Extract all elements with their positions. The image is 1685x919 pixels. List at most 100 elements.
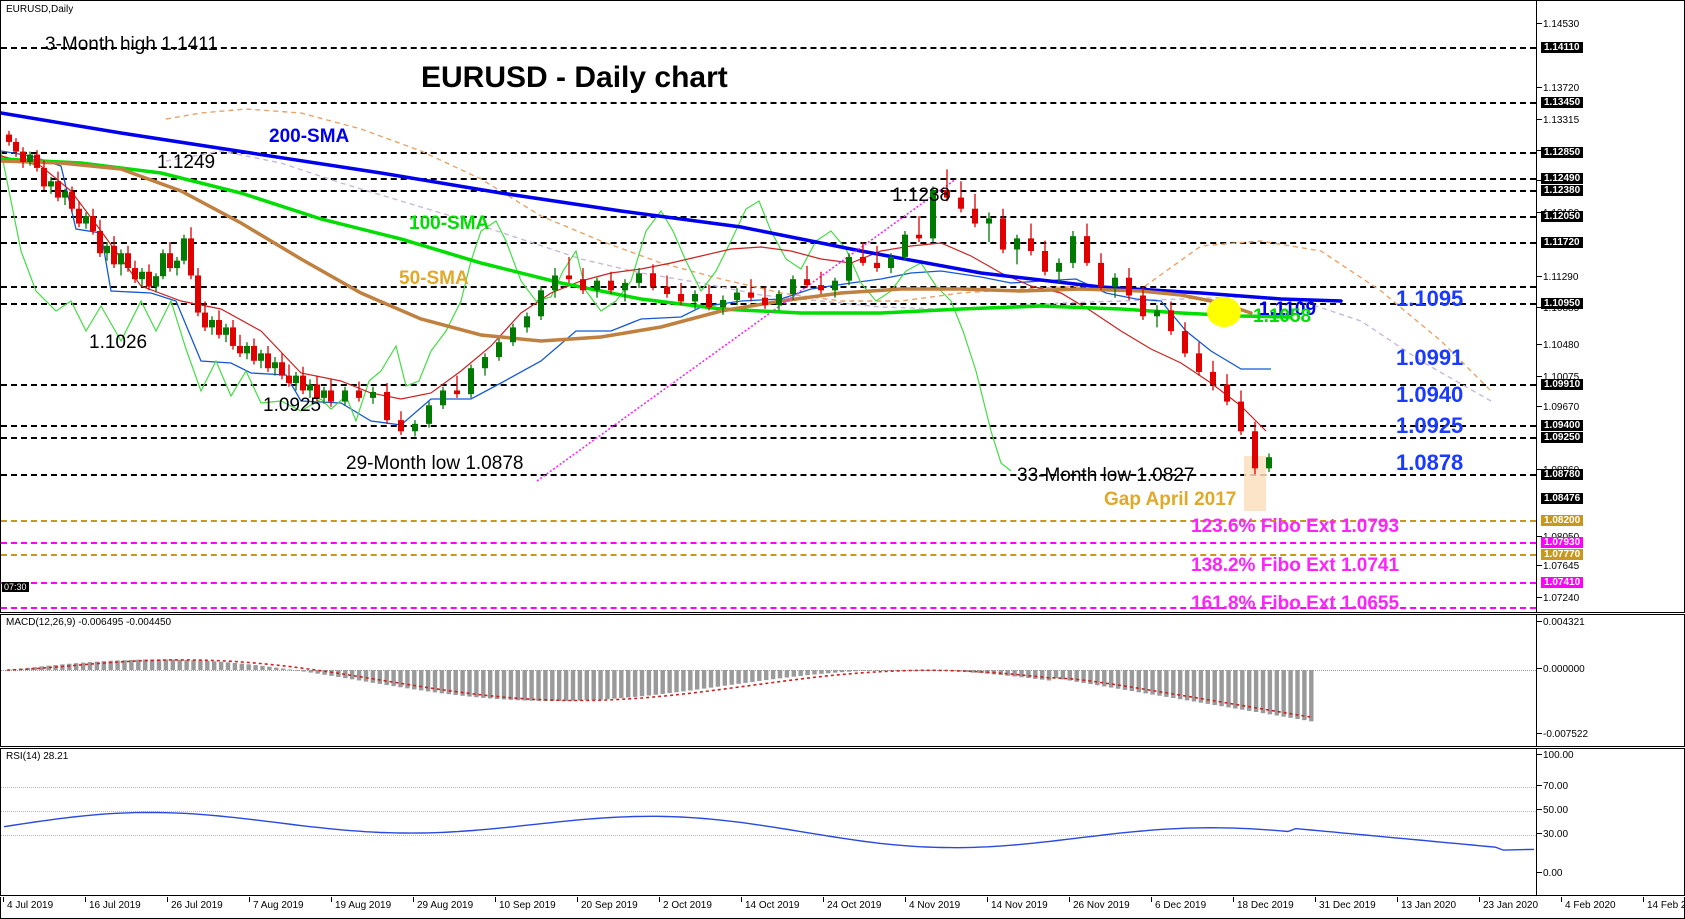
macd-bar: [5, 670, 10, 671]
macd-bar: [639, 670, 645, 697]
candle-body: [678, 294, 684, 302]
level-line: [1, 474, 1536, 476]
macd-bar: [1150, 670, 1155, 695]
candle-body: [230, 327, 236, 346]
candle-body: [300, 375, 306, 391]
candle-body: [636, 273, 642, 283]
sma200-label: 200-SMA: [269, 126, 350, 147]
candle-body: [412, 423, 418, 432]
macd-bar: [350, 670, 355, 680]
macd-axis-tick: 0.004321: [1537, 618, 1585, 628]
candle-body: [146, 271, 152, 287]
macd-bar: [584, 670, 589, 701]
candle-body: [76, 208, 82, 224]
macd-bar: [667, 670, 672, 694]
level-1-1109: 1.1109: [1259, 299, 1317, 320]
candle-body: [13, 141, 19, 152]
macd-bar: [501, 670, 507, 700]
macd-bar: [1219, 670, 1224, 707]
axis-tick-highlight: 1.12050: [1541, 211, 1584, 222]
candle-body: [118, 253, 124, 265]
macd-series-svg: [5, 659, 1314, 722]
candle-body: [874, 262, 880, 269]
uptrend-line: [536, 178, 957, 482]
macd-bar: [363, 670, 369, 682]
level-line: [1, 437, 1536, 439]
time-axis-label: 26 Jul 2019: [167, 897, 223, 911]
axis-tick-highlight: 1.08200: [1541, 515, 1584, 526]
candle-body: [83, 216, 89, 224]
macd-bar: [218, 661, 224, 670]
macd-bar: [412, 670, 417, 690]
candle-body: [1126, 277, 1132, 296]
macd-bar: [149, 659, 155, 670]
macd-bar: [612, 670, 617, 699]
macd-bar: [1212, 670, 1217, 706]
envelope-upper: [1, 155, 1267, 432]
macd-bar: [1102, 670, 1107, 687]
candle-body: [188, 238, 194, 276]
candle-body: [90, 216, 96, 231]
macd-zero-line: [1, 670, 1536, 671]
macd-bar: [688, 670, 693, 691]
axis-tick-highlight: 1.07410: [1541, 577, 1584, 588]
macd-bar: [80, 662, 86, 670]
macd-plot-area: [1, 615, 1536, 746]
candle-body: [734, 292, 740, 300]
macd-bar: [377, 670, 382, 684]
macd-bar: [1060, 670, 1066, 680]
macd-bar: [619, 670, 624, 699]
candle-body: [944, 190, 950, 198]
macd-bar: [74, 663, 79, 670]
macd-bar: [563, 670, 569, 701]
macd-bar: [729, 670, 734, 685]
macd-bar: [315, 670, 320, 674]
macd-bar: [446, 670, 451, 695]
macd-panel: MACD(12,26,9) -0.006495 -0.004450 0.0043…: [0, 614, 1685, 747]
candle-body: [342, 390, 348, 402]
candle-body: [1098, 262, 1104, 287]
candle-body: [608, 280, 614, 291]
macd-bar: [453, 670, 458, 696]
macd-bar: [170, 659, 175, 670]
candle-body: [181, 238, 187, 261]
macd-bar: [915, 669, 921, 671]
macd-bar: [736, 670, 741, 684]
fibo-1618-line: [1, 607, 1536, 609]
axis-tick-highlight: 1.12490: [1541, 173, 1584, 184]
candle-body: [209, 319, 215, 328]
time-axis-label: 14 Nov 2019: [987, 897, 1048, 911]
level-1-1238: 1.1238: [892, 185, 951, 206]
macd-axis: 0.004321 0.000000 -0.007522: [1536, 615, 1684, 746]
candle-body: [1112, 277, 1118, 287]
time-axis-label: 13 Jan 2020: [1396, 897, 1457, 911]
level-line: [1, 102, 1536, 104]
candle-body: [20, 151, 26, 162]
macd-bar: [557, 670, 562, 702]
macd-bar: [722, 670, 727, 686]
candle-body: [1000, 218, 1006, 250]
axis-tick-highlight: 1.07770: [1541, 549, 1584, 560]
rsi-50-line: [1, 811, 1536, 812]
macd-bar: [1302, 670, 1307, 721]
axis-level-label: 1.0878: [1396, 450, 1464, 475]
candle-body: [41, 167, 47, 187]
macd-bar: [874, 670, 879, 671]
macd-bar: [536, 670, 541, 701]
macd-bar: [87, 662, 93, 670]
macd-bar: [1074, 670, 1079, 682]
macd-bar: [163, 659, 169, 670]
ichimoku-span-b: [165, 150, 1492, 402]
candle-body: [139, 271, 145, 280]
axis-tick: 1.11290: [1537, 273, 1578, 283]
candle-body: [1182, 331, 1188, 354]
macd-bar: [522, 670, 527, 701]
macd-axis-tick: -0.007522: [1537, 730, 1588, 740]
macd-bar: [853, 670, 859, 672]
time-axis-label: 7 Aug 2019: [249, 897, 304, 911]
candle-body: [1224, 384, 1230, 402]
macd-bar: [646, 670, 652, 696]
macd-bar: [239, 663, 244, 670]
time-axis: 4 Jul 2019 16 Jul 2019 26 Jul 2019 7 Aug 20…: [0, 897, 1685, 919]
